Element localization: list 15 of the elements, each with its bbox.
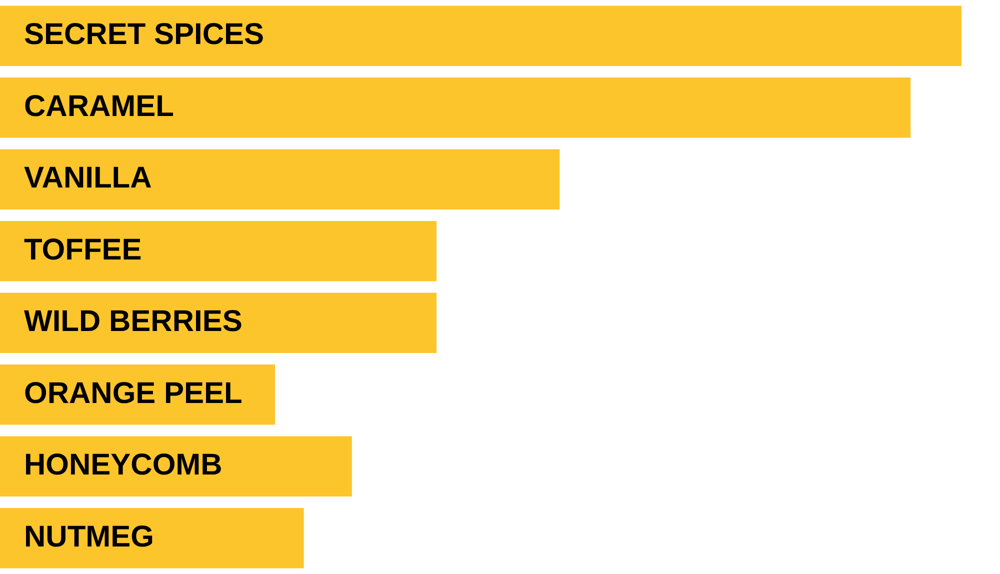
bar (0, 220, 437, 282)
y-tick-label: SECRET SPICES (24, 18, 264, 52)
y-tick-label: VANILLA (24, 162, 152, 195)
bar (0, 292, 437, 354)
y-tick-label: WILD BERRIES (24, 305, 242, 338)
bar (0, 149, 560, 210)
y-tick-label: HONEYCOMB (24, 448, 222, 482)
bar (0, 508, 304, 568)
y-tick-label: CARAMEL (24, 90, 174, 123)
y-tick-label: TOFFEE (24, 233, 142, 266)
bar (0, 436, 352, 497)
y-tick-label: NUTMEG (24, 520, 154, 554)
bar (0, 6, 962, 66)
bar (0, 77, 911, 138)
y-tick-label: ORANGE PEEL (24, 376, 242, 410)
